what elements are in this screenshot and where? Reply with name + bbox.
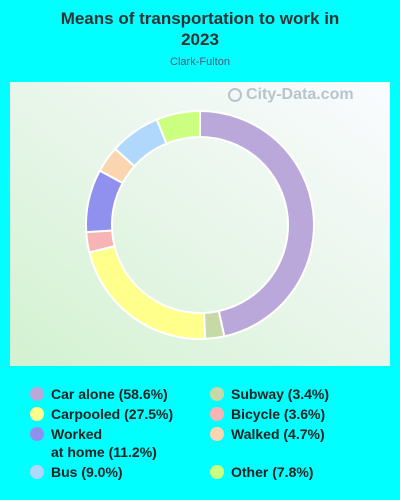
legend-label: Carpooled (27.5%)	[51, 406, 174, 422]
chart-panel: City-Data.com	[10, 82, 390, 366]
legend-item-bicycle: Bicycle (3.6%)	[210, 405, 325, 423]
legend-swatch	[30, 407, 44, 421]
legend-swatch	[210, 387, 224, 401]
legend-item-car-alone: Car alone (58.6%)	[30, 385, 168, 403]
legend-item-bus: Bus (9.0%)	[30, 463, 123, 481]
legend-item-other: Other (7.8%)	[210, 463, 313, 481]
legend-label: Subway (3.4%)	[231, 386, 330, 402]
donut-slice-carpooled	[88, 244, 207, 340]
legend-item-subway: Subway (3.4%)	[210, 385, 329, 403]
chart-subtitle: Clark-Fulton	[170, 56, 230, 68]
legend-swatch	[30, 465, 44, 479]
donut-chart	[85, 109, 315, 340]
watermark-text: City-Data.com	[246, 86, 354, 103]
legend-label: Bicycle (3.6%)	[231, 406, 326, 422]
legend-label: Worked at home (11.2%)	[51, 426, 157, 460]
legend-item-worked-at-home: Worked at home (11.2%)	[30, 425, 157, 461]
watermark: City-Data.com	[228, 86, 354, 104]
legend-label: Walked (4.7%)	[231, 426, 325, 442]
legend-swatch	[30, 427, 44, 441]
legend-swatch	[30, 387, 44, 401]
legend-swatch	[210, 407, 224, 421]
legend-label: Other (7.8%)	[231, 464, 314, 480]
legend-item-walked: Walked (4.7%)	[210, 425, 325, 443]
legend-label: Car alone (58.6%)	[51, 386, 168, 402]
chart-title: Means of transportation to work in 2023	[0, 8, 400, 50]
chart-title-line-2: 2023	[181, 30, 219, 49]
donut-slice-other	[155, 109, 201, 145]
legend-item-carpooled: Carpooled (27.5%)	[30, 405, 173, 423]
chart-title-line-1: Means of transportation to work in	[60, 9, 340, 28]
legend-label: Bus (9.0%)	[51, 464, 123, 480]
city-data-logo-icon	[228, 88, 242, 102]
legend-swatch	[210, 465, 224, 479]
donut-slice-car-alone	[199, 109, 315, 338]
legend-swatch	[210, 427, 224, 441]
